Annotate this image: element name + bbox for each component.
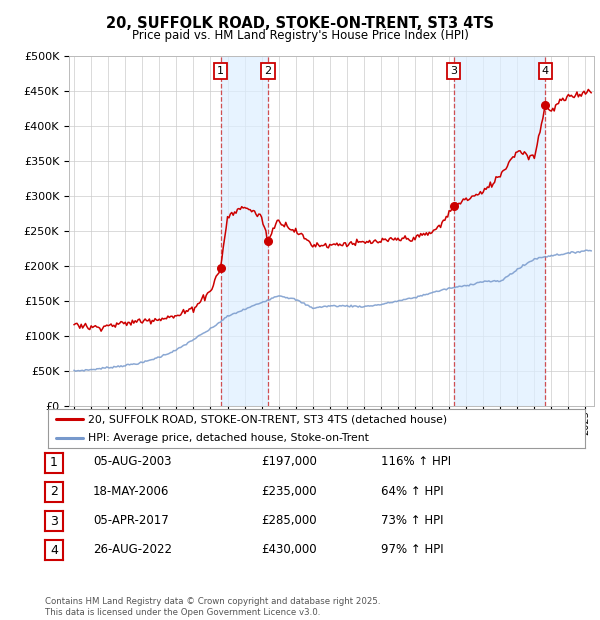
Text: Price paid vs. HM Land Registry's House Price Index (HPI): Price paid vs. HM Land Registry's House … [131, 30, 469, 42]
Text: Contains HM Land Registry data © Crown copyright and database right 2025.
This d: Contains HM Land Registry data © Crown c… [45, 598, 380, 617]
Text: 1: 1 [217, 66, 224, 76]
Text: £197,000: £197,000 [261, 456, 317, 468]
Text: 3: 3 [50, 515, 58, 528]
Text: 18-MAY-2006: 18-MAY-2006 [93, 485, 169, 497]
Text: 05-AUG-2003: 05-AUG-2003 [93, 456, 172, 468]
Text: 97% ↑ HPI: 97% ↑ HPI [381, 543, 443, 556]
Text: 26-AUG-2022: 26-AUG-2022 [93, 543, 172, 556]
Text: 73% ↑ HPI: 73% ↑ HPI [381, 514, 443, 526]
Text: 20, SUFFOLK ROAD, STOKE-ON-TRENT, ST3 4TS: 20, SUFFOLK ROAD, STOKE-ON-TRENT, ST3 4T… [106, 16, 494, 31]
Text: 20, SUFFOLK ROAD, STOKE-ON-TRENT, ST3 4TS (detached house): 20, SUFFOLK ROAD, STOKE-ON-TRENT, ST3 4T… [88, 414, 448, 424]
Text: 64% ↑ HPI: 64% ↑ HPI [381, 485, 443, 497]
Bar [221, 56, 268, 406]
Bar [454, 56, 545, 406]
Text: 2: 2 [265, 66, 272, 76]
Text: £235,000: £235,000 [261, 485, 317, 497]
Text: 4: 4 [50, 544, 58, 557]
Text: 05-APR-2017: 05-APR-2017 [93, 514, 169, 526]
Text: 2: 2 [50, 485, 58, 498]
Text: £430,000: £430,000 [261, 543, 317, 556]
Text: £285,000: £285,000 [261, 514, 317, 526]
Text: 4: 4 [542, 66, 549, 76]
Text: 1: 1 [50, 456, 58, 469]
Text: HPI: Average price, detached house, Stoke-on-Trent: HPI: Average price, detached house, Stok… [88, 433, 369, 443]
Text: 116% ↑ HPI: 116% ↑ HPI [381, 456, 451, 468]
Text: 3: 3 [450, 66, 457, 76]
